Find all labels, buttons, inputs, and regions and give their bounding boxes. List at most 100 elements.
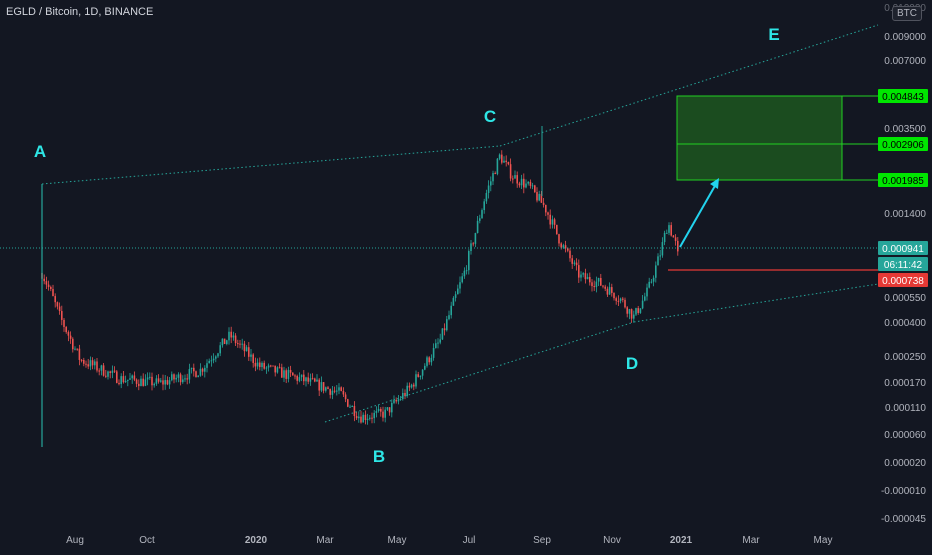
candle-body: [146, 377, 149, 380]
candle-body: [520, 178, 523, 186]
candle-body: [454, 294, 457, 298]
candle-body: [325, 387, 327, 391]
candle-body: [619, 298, 622, 301]
candle-body: [611, 287, 613, 293]
candle-body: [322, 382, 325, 391]
candle-body: [663, 232, 666, 243]
candle-body: [144, 379, 147, 386]
candle-body: [355, 416, 358, 419]
candle-body: [503, 160, 505, 163]
candle-body: [316, 379, 318, 382]
wave-label-c: C: [484, 107, 496, 126]
candle-body: [138, 383, 140, 387]
candle-body: [109, 371, 111, 373]
candle-body: [426, 357, 428, 366]
candle-body: [674, 237, 677, 241]
price-marker-support: [878, 273, 928, 287]
price-marker-label: 0.000738: [882, 276, 924, 287]
candle-body: [78, 348, 81, 360]
candle-body: [105, 375, 107, 377]
candle-body: [604, 286, 606, 289]
candle-body: [584, 273, 587, 280]
candle-body: [639, 308, 642, 313]
candle-body: [118, 382, 120, 385]
candle-body: [85, 363, 87, 365]
candle-body: [641, 300, 644, 309]
candle-body: [545, 204, 547, 213]
candle-body: [98, 370, 100, 372]
candle-body: [476, 220, 479, 234]
candle-body: [311, 378, 314, 380]
candle-body: [443, 328, 446, 331]
candle-body: [428, 357, 430, 363]
candle-body: [314, 378, 316, 382]
candle-body: [298, 377, 301, 381]
candle-body: [296, 375, 298, 381]
candle-body: [402, 393, 404, 399]
candle-body: [564, 245, 567, 249]
candle-body: [540, 193, 543, 203]
candle-body: [648, 281, 650, 288]
candle-body: [135, 379, 138, 384]
candle-body: [542, 202, 545, 205]
candle-body: [151, 376, 153, 386]
candle-body: [63, 319, 65, 327]
candle-body: [217, 353, 219, 357]
candle-body: [406, 385, 408, 396]
candle-body: [256, 362, 259, 367]
candle-body: [347, 399, 349, 407]
currency-badge[interactable]: BTC: [892, 6, 922, 21]
time-tick-label: Nov: [603, 535, 621, 546]
candle-body: [283, 370, 285, 378]
candle-body: [237, 343, 239, 345]
candle-body: [87, 364, 89, 367]
candle-body: [481, 210, 483, 219]
candle-body: [375, 410, 378, 413]
candle-body: [83, 359, 85, 364]
candle-body: [307, 377, 309, 382]
candle-body: [289, 369, 292, 373]
candle-body: [61, 311, 63, 320]
candle-body: [223, 338, 226, 344]
candle-body: [459, 282, 461, 289]
candle-body: [410, 384, 413, 388]
candle-body: [91, 360, 94, 366]
candle-body: [232, 335, 235, 338]
candle-body: [501, 154, 503, 163]
candle-body: [490, 181, 492, 186]
candle-body: [340, 387, 342, 391]
candle-body: [417, 374, 419, 377]
candle-body: [175, 377, 177, 380]
candle-body: [287, 369, 290, 379]
price-tick-label: 0.007000: [884, 56, 926, 67]
candle-body: [386, 407, 389, 410]
candle-body: [630, 309, 633, 319]
candle-body: [124, 380, 127, 383]
candle-body: [435, 343, 437, 348]
candle-body: [107, 371, 109, 377]
candle-body: [465, 270, 468, 272]
price-marker-target-mid: [878, 137, 928, 151]
candle-body: [142, 378, 144, 386]
candle-body: [212, 358, 215, 361]
candle-body: [215, 356, 217, 359]
price-marker-target-top: [878, 89, 928, 103]
candle-body: [270, 365, 272, 367]
candle-body: [204, 367, 206, 372]
candle-body: [661, 242, 664, 256]
candle-body: [182, 379, 184, 383]
time-tick-label: Sep: [533, 535, 551, 546]
candle-body: [127, 379, 129, 381]
candle-body: [228, 331, 230, 341]
candle-body: [432, 347, 435, 358]
candle-body: [267, 365, 270, 368]
candle-body: [243, 343, 246, 352]
price-marker-label: 0.001985: [882, 176, 924, 187]
candle-body: [248, 347, 250, 357]
candle-body: [54, 296, 56, 303]
candle-body: [615, 298, 617, 301]
candle-body: [487, 185, 490, 193]
candle-body: [351, 405, 353, 407]
